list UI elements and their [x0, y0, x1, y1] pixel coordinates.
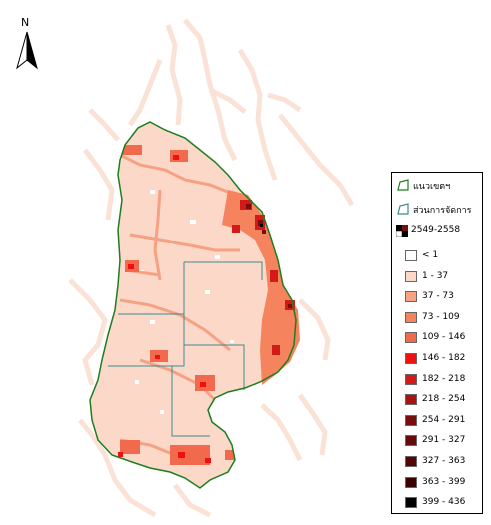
- outer-road-network: [68, 18, 355, 518]
- north-letter: N: [21, 16, 30, 29]
- legend-class-label: < 1: [422, 250, 439, 260]
- legend-swatch: [405, 270, 417, 282]
- legend-swatch: [405, 435, 417, 447]
- management-district-lines: [108, 261, 263, 437]
- legend-year-label: 2549-2558: [411, 225, 461, 235]
- legend-boundary-label: แนวเขตฯ: [413, 182, 451, 192]
- legend-swatch: [405, 291, 417, 303]
- park-boundary: [89, 121, 297, 489]
- legend-swatch: [405, 373, 417, 385]
- legend-swatch: [405, 497, 417, 509]
- legend-class-label: 146 - 182: [422, 353, 466, 363]
- legend-class-label: 182 - 218: [422, 373, 466, 384]
- legend-class-label: 37 - 73: [422, 291, 454, 302]
- legend-swatch: [405, 250, 417, 261]
- legend-swatch: [405, 394, 417, 406]
- legend-class-label: 327 - 363: [422, 456, 466, 466]
- legend-class-label: 363 - 399: [422, 476, 466, 487]
- legend-swatch: [405, 311, 417, 323]
- legend-class-label: 291 - 327: [422, 435, 466, 446]
- legend-class-label: 1 - 37: [422, 270, 449, 281]
- legend-swatch: [405, 332, 417, 344]
- map-legend: แนวเขตฯ ส่วนการจัดการ 2549-2558 < 1 1 - 3…: [391, 172, 483, 514]
- north-arrow: N: [12, 16, 42, 78]
- legend-class-label: 399 - 436: [422, 497, 466, 508]
- east-hotspot-corridor: [222, 190, 300, 385]
- district-swatch-icon: [397, 203, 409, 215]
- north-arrow-icon: [16, 31, 38, 70]
- legend-class-label: 218 - 254: [422, 394, 466, 405]
- legend-district-label: ส่วนการจัดการ: [413, 206, 472, 216]
- legend-swatch: [405, 476, 417, 488]
- density-ramp-icon: [396, 225, 408, 237]
- boundary-swatch-icon: [397, 179, 409, 191]
- legend-swatch: [405, 456, 417, 467]
- legend-class-label: 254 - 291: [422, 414, 466, 425]
- legend-swatch: [405, 353, 417, 364]
- legend-class-label: 73 - 109: [422, 311, 460, 322]
- legend-class-label: 109 - 146: [422, 332, 466, 343]
- legend-swatch: [405, 414, 417, 426]
